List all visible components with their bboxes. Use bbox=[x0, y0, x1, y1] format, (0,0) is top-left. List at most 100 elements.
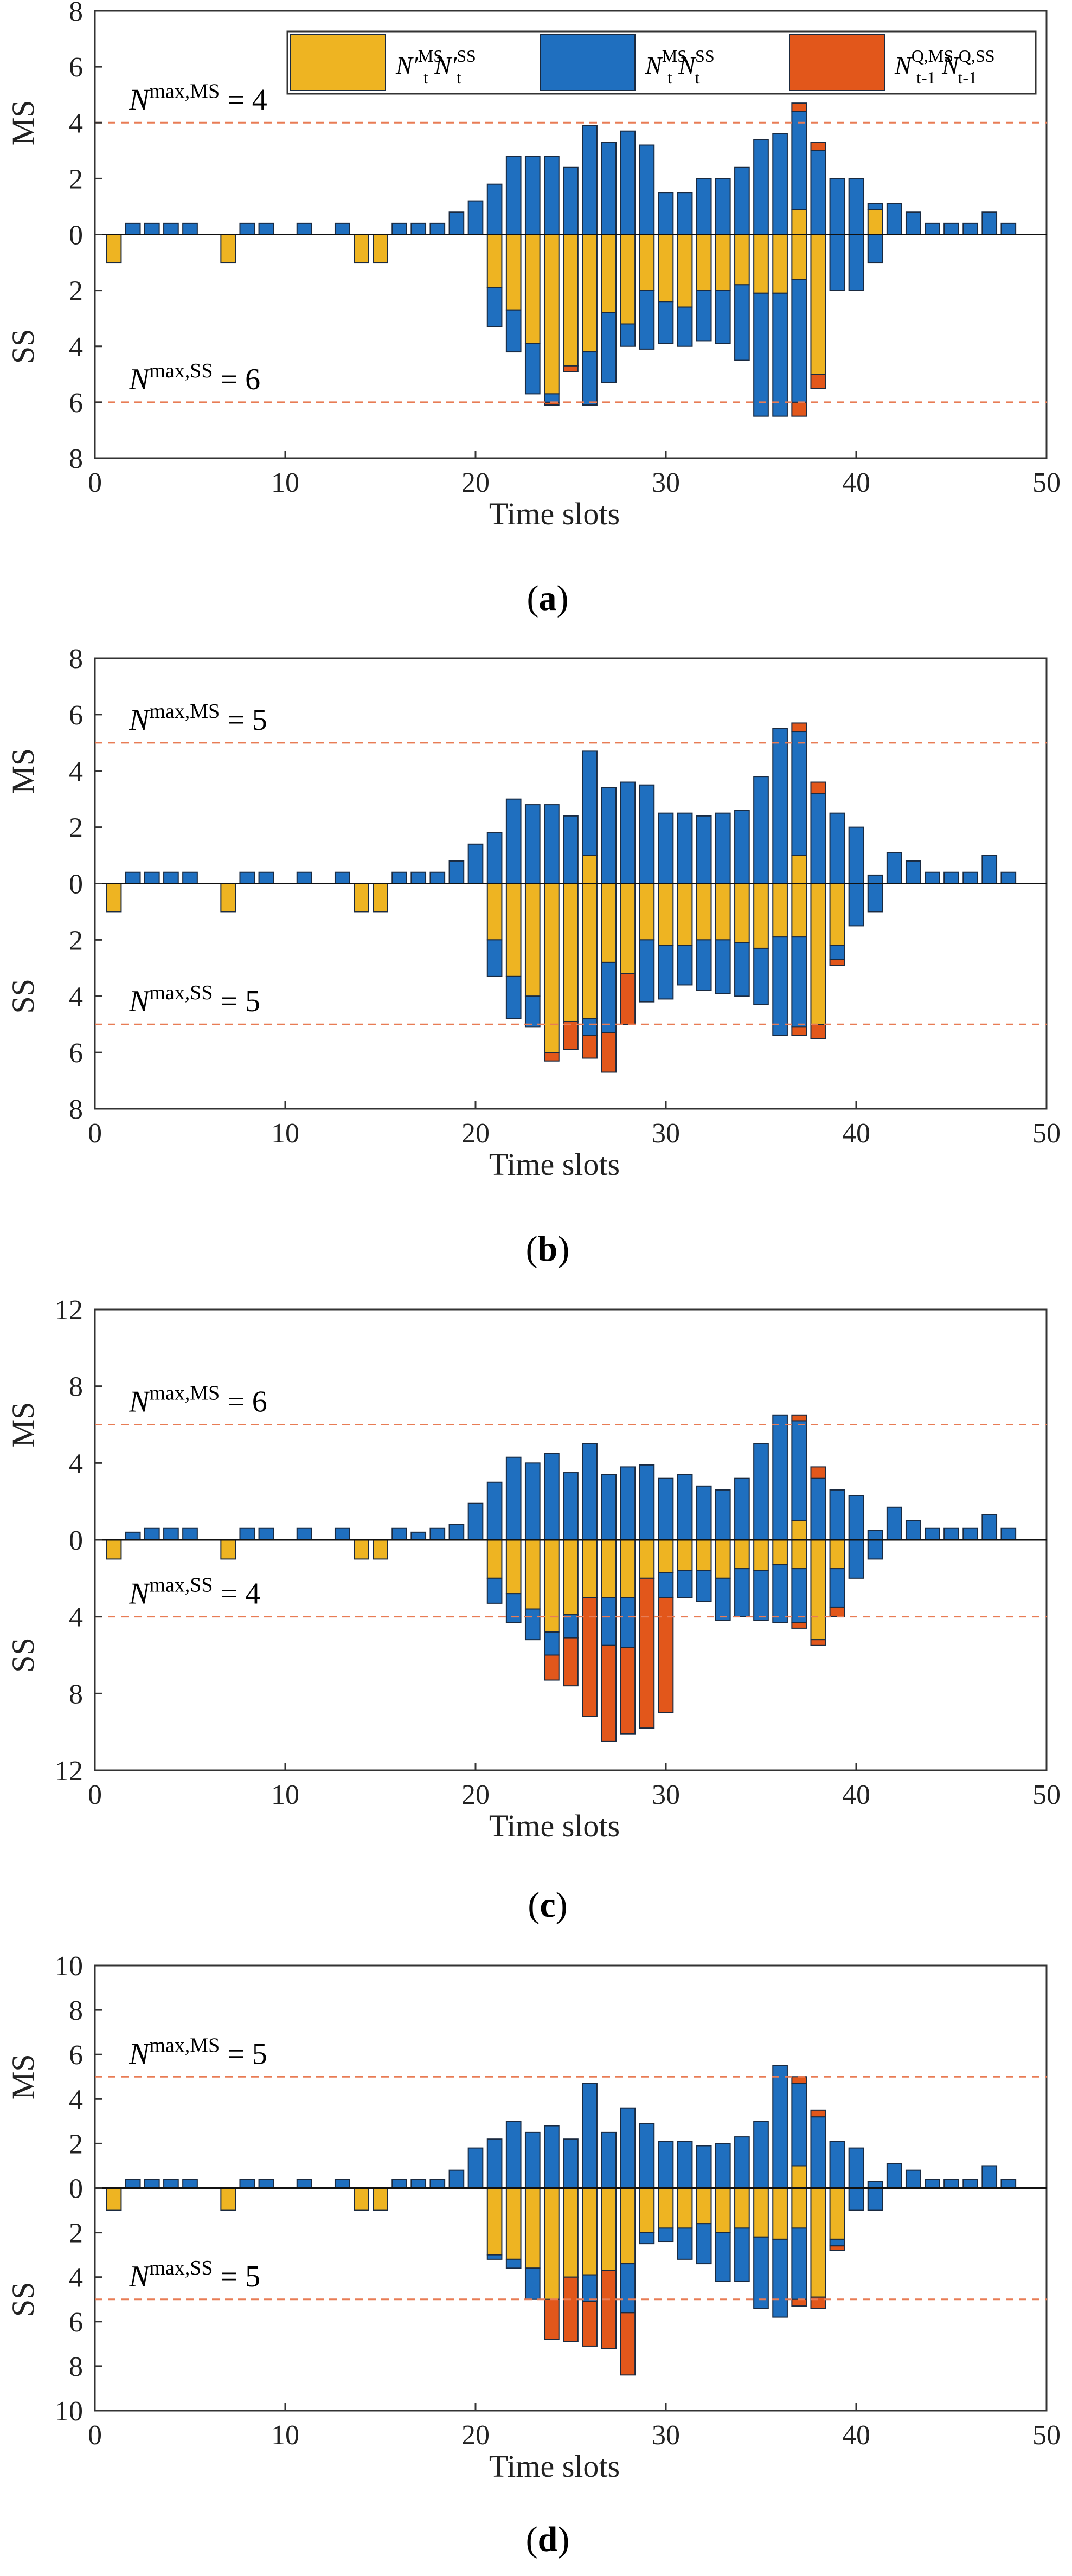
ms-blue-bar bbox=[239, 871, 255, 884]
ss-orange-bar bbox=[601, 2270, 617, 2349]
ms-blue-bar bbox=[829, 2141, 845, 2189]
y-tick-label: 6 bbox=[69, 2040, 83, 2071]
ss-yellow-bar bbox=[620, 2187, 636, 2265]
ss-orange-bar bbox=[601, 1032, 617, 1073]
ss-yellow-bar bbox=[715, 2187, 731, 2233]
ss-orange-bar bbox=[810, 374, 826, 389]
ss-yellow-bar bbox=[505, 2187, 522, 2260]
ss-yellow-bar bbox=[106, 883, 122, 913]
y-tick-label: 8 bbox=[69, 1995, 83, 2026]
ms-blue-bar bbox=[391, 222, 407, 235]
ss-yellow-bar bbox=[791, 1539, 807, 1570]
ms-yellow-bar bbox=[791, 209, 807, 235]
ss-blue-bar bbox=[696, 939, 712, 991]
ms-blue-bar bbox=[753, 776, 769, 884]
ss-orange-bar bbox=[791, 1026, 807, 1036]
threshold-ss-label: Nmax,SS = 5 bbox=[129, 2257, 260, 2294]
ms-blue-bar bbox=[772, 2065, 788, 2189]
ss-orange-bar bbox=[582, 1597, 598, 1717]
ms-blue-bar bbox=[448, 1524, 465, 1541]
ss-yellow-bar bbox=[715, 883, 731, 941]
ss-yellow-bar bbox=[582, 883, 598, 1019]
ss-blue-bar bbox=[715, 2232, 731, 2282]
ss-blue-bar bbox=[677, 1570, 693, 1598]
y-tick-label: 8 bbox=[69, 1372, 83, 1403]
ms-blue-bar bbox=[848, 2147, 864, 2189]
x-axis-label: Time slots bbox=[489, 496, 620, 531]
ss-yellow-bar bbox=[106, 1539, 122, 1560]
ms-blue-bar bbox=[144, 2179, 160, 2189]
ms-yellow-bar bbox=[582, 855, 598, 884]
ms-blue-bar bbox=[563, 1472, 579, 1541]
y-tick-label: 6 bbox=[69, 388, 83, 419]
ss-yellow-bar bbox=[524, 883, 541, 997]
ms-orange-bar bbox=[810, 142, 826, 151]
ms-blue-bar bbox=[144, 871, 160, 884]
ss-yellow-bar bbox=[829, 2187, 845, 2240]
ms-blue-bar bbox=[505, 156, 522, 235]
ms-blue-bar bbox=[582, 1443, 598, 1541]
y-axis-label-ss: SS bbox=[5, 1637, 41, 1673]
ms-blue-bar bbox=[582, 125, 598, 235]
ss-orange-bar bbox=[791, 1622, 807, 1629]
ms-blue-bar bbox=[182, 871, 198, 884]
ms-blue-bar bbox=[753, 1443, 769, 1541]
ms-blue-bar bbox=[696, 1485, 712, 1540]
ss-blue-bar bbox=[582, 2274, 598, 2302]
ms-blue-bar bbox=[486, 1481, 503, 1540]
ms-blue-bar bbox=[429, 871, 446, 884]
ss-yellow-bar bbox=[696, 883, 712, 941]
y-tick-label: 12 bbox=[55, 1756, 83, 1787]
ms-blue-bar bbox=[715, 2143, 731, 2189]
ss-blue-bar bbox=[524, 343, 541, 395]
ss-yellow-bar bbox=[220, 1539, 236, 1560]
x-tick-label: 20 bbox=[461, 1780, 490, 1810]
ss-yellow-bar bbox=[620, 1539, 636, 1598]
ss-yellow-bar bbox=[220, 234, 236, 264]
ms-blue-bar bbox=[772, 728, 788, 884]
ms-blue-bar bbox=[258, 1527, 274, 1540]
panel-label: (a) bbox=[527, 579, 569, 618]
ss-orange-bar bbox=[639, 1577, 655, 1729]
x-tick-label: 10 bbox=[271, 1118, 299, 1149]
x-tick-label: 0 bbox=[88, 2420, 102, 2451]
ss-yellow-bar bbox=[563, 883, 579, 1022]
ms-blue-bar bbox=[410, 871, 427, 884]
y-tick-label: 2 bbox=[69, 2218, 83, 2249]
y-tick-label: 4 bbox=[69, 981, 83, 1012]
ss-blue-bar bbox=[829, 945, 845, 960]
ms-blue-bar bbox=[467, 843, 484, 884]
ms-blue-bar bbox=[981, 2165, 998, 2189]
ss-yellow-bar bbox=[677, 234, 693, 308]
ms-blue-bar bbox=[810, 1477, 826, 1541]
x-tick-label: 10 bbox=[271, 1780, 299, 1810]
legend-swatch-orange bbox=[789, 34, 885, 91]
y-tick-label: 10 bbox=[55, 1951, 83, 1982]
ss-orange-bar bbox=[658, 1597, 674, 1713]
ms-blue-bar bbox=[544, 156, 560, 235]
ss-blue-bar bbox=[867, 234, 883, 264]
x-axis-label: Time slots bbox=[489, 1147, 620, 1182]
ms-blue-bar bbox=[905, 2169, 921, 2189]
ss-yellow-bar bbox=[354, 2187, 369, 2211]
ms-blue-bar bbox=[715, 178, 731, 235]
ss-yellow-bar bbox=[639, 2187, 655, 2233]
ss-orange-bar bbox=[601, 1644, 617, 1742]
ss-yellow-bar bbox=[696, 2187, 712, 2225]
ss-yellow-bar bbox=[772, 2187, 788, 2240]
ss-yellow-bar bbox=[601, 1539, 617, 1598]
ss-blue-bar bbox=[772, 292, 788, 417]
ms-blue-bar bbox=[429, 222, 446, 235]
ss-blue-bar bbox=[524, 2267, 541, 2300]
ms-blue-bar bbox=[715, 812, 731, 884]
y-tick-label: 2 bbox=[69, 164, 83, 195]
ms-blue-bar bbox=[905, 1520, 921, 1540]
ms-blue-bar bbox=[467, 2147, 484, 2189]
ms-blue-bar bbox=[448, 860, 465, 884]
ms-blue-bar bbox=[639, 2123, 655, 2189]
ss-blue-bar bbox=[867, 883, 883, 913]
ss-yellow-bar bbox=[753, 883, 769, 949]
ms-blue-bar bbox=[810, 793, 826, 884]
ss-blue-bar bbox=[601, 1597, 617, 1646]
